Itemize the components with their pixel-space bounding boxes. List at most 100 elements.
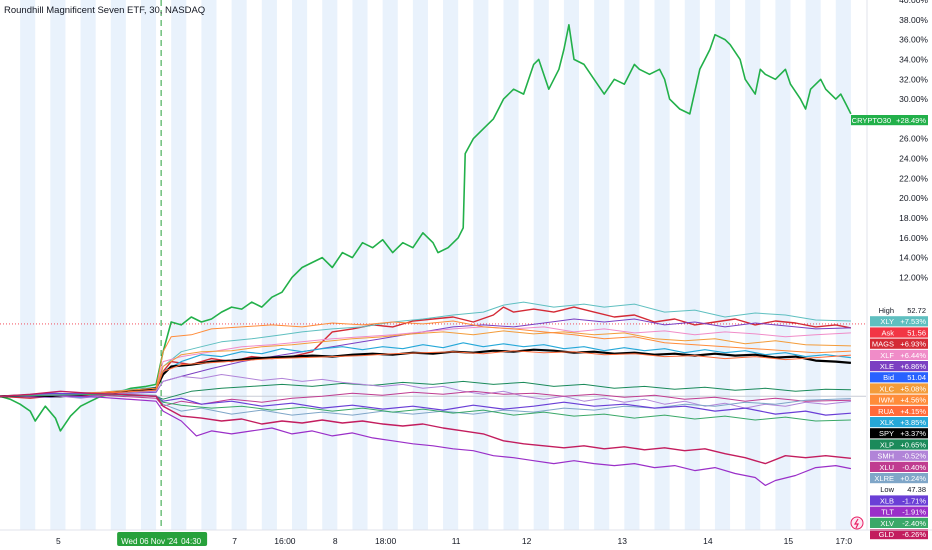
series-line-xlre [0,392,851,416]
badge-name-bg [870,529,896,540]
badge-value-bg [896,428,928,439]
axis-badge-xlf[interactable]: XLF +6.44% [870,349,928,360]
lightning-icon[interactable] [850,516,864,530]
x-tick-label: 7 [232,536,237,546]
badge-name: XLF [880,351,894,360]
y-tick-label: 18.00% [899,213,928,223]
session-band [594,0,610,530]
series-line-smh [0,374,851,409]
session-band [231,0,247,530]
badge-value: +6.93% [900,340,926,349]
y-tick-label: 20.00% [899,193,928,203]
session-band [171,0,187,530]
badge-value: +0.65% [900,440,926,449]
series-line-rua [0,350,851,397]
badge-name: XLB [880,496,894,505]
session-band [110,0,126,530]
axis-badge-xlk[interactable]: XLK +3.85% [870,417,928,428]
badge-value-bg [896,517,928,528]
badge-name-bg [870,316,896,327]
axis-badge-xlb[interactable]: XLB -1.71% [870,495,928,506]
badge-name-bg [870,439,896,450]
axis-badge-tlt[interactable]: TLT -1.91% [870,506,928,517]
axis-badge-spy[interactable]: SPY +3.37% [870,428,928,439]
axis-badge-high[interactable]: High 52.72 [879,306,926,315]
axis-badge-xlre[interactable]: XLRE +0.24% [870,473,928,484]
series-line-spy [0,348,851,398]
session-band [292,0,308,530]
y-tick-label: 38.00% [899,15,928,25]
session-band [261,0,277,530]
axis-badge-ask[interactable]: Ask 51.56 [870,327,928,338]
axis-badge-smh[interactable]: SMH -0.52% [870,450,928,461]
axis-badge-bid[interactable]: Bid 51.04 [870,372,928,383]
badge-name-bg [870,372,896,383]
series-line-xly [0,301,851,397]
axis-badge-xly[interactable]: XLY +7.53% [870,316,928,327]
y-tick-label: 16.00% [899,233,928,243]
badge-value: +3.85% [900,418,926,427]
badge-name: CRYPTO30 [852,116,891,125]
session-band [503,0,519,530]
session-band [140,0,157,530]
badge-value: -0.40% [902,463,926,472]
crosshair-date-label: Wed 06 Nov '24 [121,537,178,546]
badge-value: -1.71% [902,496,926,505]
x-tick-label: 5 [56,536,61,546]
badge-name-bg [870,383,896,394]
badge-value: +6.86% [900,362,926,371]
badge-name: IWM [879,396,894,405]
badge-value-bg [896,529,928,540]
badge-name: XLV [880,519,894,528]
x-tick-label: 11 [452,536,461,546]
session-band [714,0,731,530]
badge-value-bg [896,316,928,327]
badge-name: GLD [879,530,895,539]
badge-name: XLP [880,440,894,449]
badge-name: SPY [879,429,894,438]
axis-badge-xlp[interactable]: XLP +0.65% [870,439,928,450]
axis-badge-xlc[interactable]: XLC +5.08% [870,383,928,394]
badge-value: -1.91% [902,508,926,517]
x-tick-label: 13 [618,536,628,546]
badge-name-bg [870,361,896,372]
badge-value: -0.52% [902,452,926,461]
session-band [533,0,549,530]
badge-value-bg [896,327,928,338]
axis-badge-low[interactable]: Low 47.38 [880,485,926,494]
chart-title[interactable]: Roundhill Magnificent Seven ETF, 30, NAS… [4,5,206,16]
session-band [80,0,96,530]
axis-badge-xlu[interactable]: XLU -0.40% [870,461,928,472]
badge-value-bg [896,394,928,405]
badge-name-bg [870,461,896,472]
axis-badge-rua[interactable]: RUA +4.15% [870,405,928,416]
badge-value: -2.40% [902,519,926,528]
series-line-iwm [0,320,851,397]
badge-value-bg [896,405,928,416]
axis-badge-xle[interactable]: XLE +6.86% [870,361,928,372]
axis-badge-xlv[interactable]: XLV -2.40% [870,517,928,528]
badge-name-bg [870,450,896,461]
badge-name: XLE [880,362,894,371]
axis-badge-gld[interactable]: GLD -6.26% [870,529,928,540]
badge-value-bg [896,349,928,360]
lightning-icon-glyph [853,518,859,529]
y-tick-label: 14.00% [899,253,928,263]
badge-name: XLRE [874,474,894,483]
badge-value: +3.37% [900,429,926,438]
badge-name: Bid [883,373,894,382]
x-tick-label: 8 [333,536,338,546]
badge-value-bg [896,495,928,506]
badge-value: +4.15% [900,407,926,416]
series-line-xlp [0,380,851,400]
y-tick-label: 40.00% [899,0,928,5]
session-band [443,0,459,530]
axis-badge-mags[interactable]: MAGS +6.93% [870,338,928,349]
badge-name-bg [851,115,893,126]
badge-value: 51.56 [907,328,926,337]
badge-value-bg [896,338,928,349]
axis-badge-iwm[interactable]: IWM +4.56% [870,394,928,405]
x-tick-label: 12 [522,536,532,546]
axis-badge-crypto30[interactable]: CRYPTO30 +28.49% [851,115,928,126]
